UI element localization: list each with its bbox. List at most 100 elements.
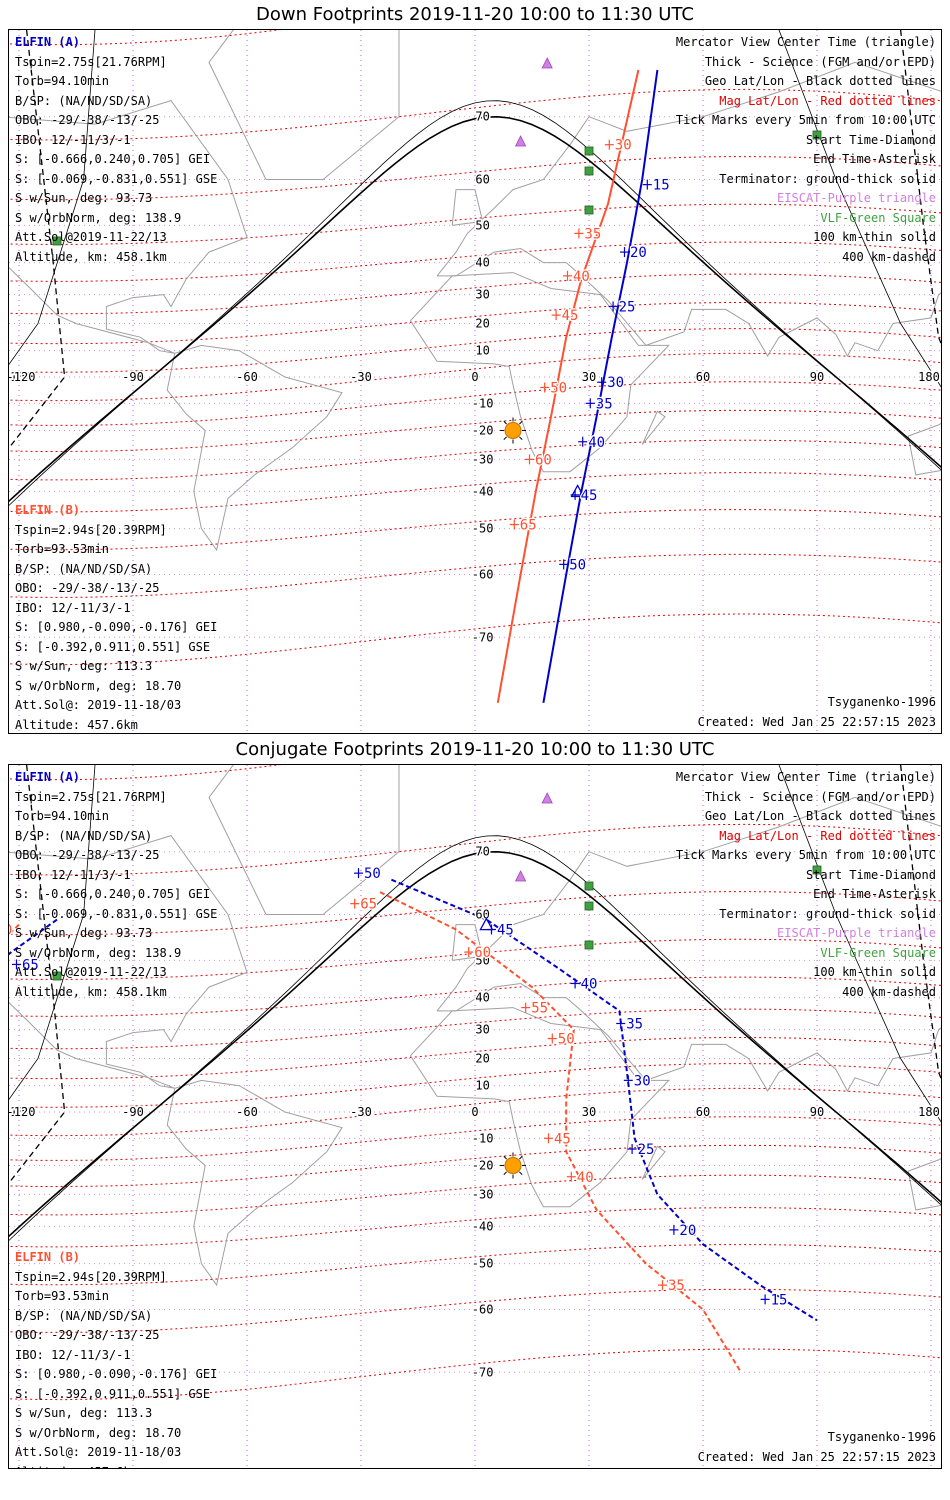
land-outline — [409, 272, 670, 473]
mag-parallel — [9, 1087, 941, 1137]
land-outline — [641, 1145, 666, 1180]
lat-tick-label: -60 — [472, 568, 494, 582]
lon-tick-label: -60 — [236, 1105, 258, 1119]
lat-tick-label: 30 — [475, 288, 489, 302]
satellite-param: Torb=94.10min — [15, 809, 109, 823]
elfin-a-track-east — [542, 69, 659, 703]
lat-tick-label: 70 — [475, 845, 489, 859]
track-time-label: 35 — [668, 1278, 685, 1294]
lon-tick-label: 60 — [696, 370, 710, 384]
mag-parallel — [9, 553, 941, 598]
sun-ray — [503, 420, 507, 425]
lat-tick-label: 10 — [475, 344, 489, 358]
eiscat-triangle — [541, 792, 553, 804]
legend-entry: VLF-Green Square — [820, 945, 936, 960]
legend-entry: EISCAT-Purple triangle — [777, 191, 936, 205]
mag-parallel — [9, 203, 941, 245]
satellite-param: S w/Sun, deg: 113.3 — [15, 659, 153, 673]
land-outline — [436, 796, 941, 1093]
vlf-square — [812, 865, 822, 875]
track-time-label: 60 — [535, 452, 552, 468]
land-outline — [208, 30, 400, 180]
lat-tick-label: 60 — [475, 907, 489, 921]
lon-tick-label: -90 — [122, 370, 144, 384]
land-outline — [907, 1158, 941, 1211]
track-time-label: 50 — [558, 1032, 575, 1048]
sun-ray — [503, 1171, 507, 1176]
satellite-param: S w/OrbNorm, deg: 18.70 — [15, 1425, 182, 1440]
lon-tick-label: 90 — [810, 1105, 824, 1119]
satellite-param: Altitude, km: 458.1km — [15, 249, 167, 264]
satellite-param: Altitude, km: 458.1km — [15, 984, 167, 999]
terminator-ground — [9, 115, 941, 503]
track-time-label: 40 — [588, 435, 605, 451]
mag-parallel — [9, 509, 941, 551]
satellite-param: Tspin=2.94s[20.39RPM] — [15, 522, 167, 537]
mag-parallel — [9, 1063, 941, 1108]
land-outline — [166, 1079, 343, 1287]
track-time-label: 65 — [520, 518, 537, 534]
satellite-param: Torb=93.53min — [15, 1289, 109, 1303]
satellite-param: Torb=94.10min — [15, 74, 109, 88]
satellite-name: ELFIN (A) — [15, 770, 81, 784]
mag-parallel — [9, 241, 941, 282]
terminator-100km-west — [9, 30, 96, 366]
legend-entry: Tick Marks every 5min from 10:00 UTC — [675, 848, 936, 862]
track-time-label: 45 — [554, 1131, 571, 1147]
terminator-ground — [9, 850, 941, 1238]
track-time-label: 30 — [634, 1073, 651, 1089]
mag-parallel — [9, 352, 941, 402]
satellite-param: S: [-0.666,0.240,0.705] GEI — [15, 152, 211, 166]
track-time-label: 30 — [615, 138, 632, 154]
down-footprints-map: 180 -150 -120 -90 -60 -30 0 30 60 90 120 150 180 70 60… — [8, 29, 942, 734]
satellite-param: S: [-0.666,0.240,0.705] GEI — [15, 887, 211, 901]
lat-tick-label: -30 — [472, 452, 494, 466]
lon-tick-label: -120 — [9, 1105, 35, 1119]
track-time-label: 25 — [619, 299, 636, 315]
track-time-label: 40 — [577, 1170, 594, 1186]
sun-ray — [519, 436, 523, 441]
legend-entry: Geo Lat/Lon - Black dotted lines — [704, 74, 936, 88]
terminator-400km-east — [899, 30, 941, 345]
lon-tick-label: 60 — [696, 1105, 710, 1119]
track-time-label: 35 — [626, 1016, 643, 1032]
lon-tick-label: 180 — [10, 1105, 32, 1119]
created-timestamp: Created: Wed Jan 25 22:57:15 2023 — [697, 1450, 936, 1464]
elfin-a-info-block: ELFIN (A) Tspin=2.75s[21.76RPM] Torb=94.10… — [15, 768, 217, 1002]
lon-tick-label: 180 — [918, 370, 940, 384]
mag-parallel — [9, 88, 941, 141]
satellite-param: Att.Sol@: 2019-11-18/03 — [15, 1445, 182, 1459]
land-outline — [436, 61, 941, 358]
legend-entry: 100 km-thin solid — [813, 965, 936, 979]
lat-tick-label: -10 — [472, 396, 494, 410]
elfin-b-info-block: ELFIN (B) Tspin=2.94s[20.39RPM] Torb=93.53… — [15, 1248, 217, 1468]
view-center-triangle — [479, 917, 494, 931]
mag-parallel — [9, 381, 941, 426]
mag-parallel — [9, 1288, 941, 1333]
mag-parallel — [9, 156, 941, 201]
lat-tick-label: 60 — [475, 172, 489, 186]
track-time-label: 50 — [364, 866, 381, 882]
lon-tick-label: 180 — [918, 1105, 940, 1119]
mag-parallel — [9, 613, 941, 666]
mag-parallel — [9, 976, 941, 1017]
terminator-100km-east — [778, 30, 941, 388]
track-time-label: 45 — [581, 488, 598, 504]
mag-parallel — [9, 1037, 941, 1080]
satellite-param: S: [-0.069,-0.831,0.551] GSE — [15, 906, 218, 921]
lon-tick-label: -150 — [9, 370, 35, 384]
lon-tick-label: 120 — [918, 1105, 940, 1119]
vlf-square — [52, 971, 62, 981]
legend-entry: End Time-Asterisk — [813, 887, 936, 901]
lat-tick-label: -40 — [472, 484, 494, 498]
mag-parallel — [9, 1116, 941, 1161]
legend-entry: Mercator View Center Time (triangle) — [675, 770, 936, 784]
sun-ray — [519, 1155, 523, 1160]
track-time-label: 80 — [9, 922, 12, 938]
elfin-b-info-block: ELFIN (B) Tspin=2.94s[20.39RPM] Torb=93.53… — [15, 501, 217, 733]
lat-tick-label: 20 — [475, 1052, 489, 1066]
legend-entry: Thick - Science (FGM and/or EPD) — [704, 54, 936, 69]
sun-ray — [519, 420, 523, 425]
sun-ray — [503, 436, 507, 441]
legend-entry: Start Time-Diamond — [805, 867, 936, 882]
